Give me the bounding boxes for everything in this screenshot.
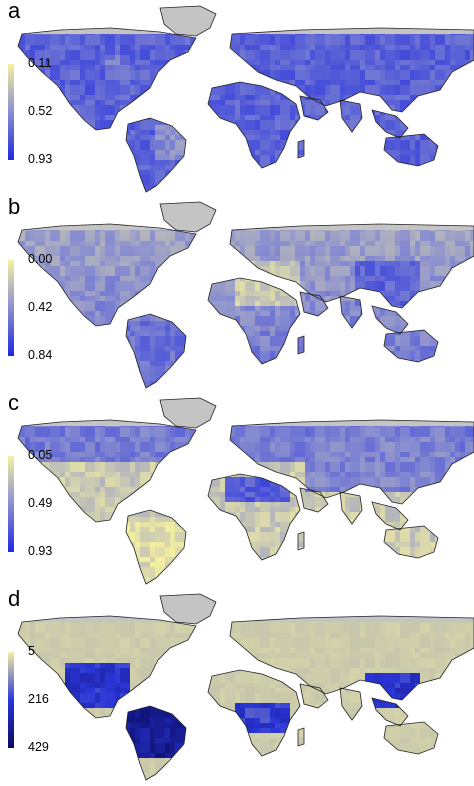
legend-tick-label: 0.00 bbox=[28, 252, 53, 266]
coastline-australia bbox=[383, 525, 439, 559]
world-map bbox=[17, 201, 474, 389]
coastline-australia bbox=[383, 133, 439, 167]
world-map bbox=[17, 397, 474, 585]
legend-tick-label: 0.05 bbox=[28, 448, 53, 462]
legend-tick-label: 0.42 bbox=[28, 300, 53, 314]
no-data-region bbox=[18, 28, 474, 34]
coastline-arabia bbox=[299, 487, 329, 513]
coastline-seAsia bbox=[371, 697, 409, 727]
coastline-southAmerica bbox=[125, 117, 187, 193]
map-panel-d: d 5 216 429 bbox=[0, 586, 474, 784]
coastline-india bbox=[339, 687, 363, 721]
coastline-india bbox=[339, 491, 363, 525]
coastline-madagascar bbox=[297, 727, 305, 747]
coastline-africa bbox=[207, 277, 301, 365]
panel-letter: d bbox=[8, 586, 21, 611]
legend-tick-label: 216 bbox=[28, 692, 49, 706]
color-legend: 5 216 429 bbox=[8, 644, 49, 754]
coastline-southAmerica bbox=[125, 509, 187, 585]
no-data-region bbox=[18, 224, 474, 230]
legend-tick-label: 0.93 bbox=[28, 152, 53, 166]
coastline-eurasia bbox=[229, 27, 474, 113]
coastline-northAmerica bbox=[17, 27, 197, 131]
legend-color-bar bbox=[8, 652, 14, 748]
coastline-eurasia bbox=[229, 419, 474, 505]
coastline-arabia bbox=[299, 95, 329, 121]
legend-color-bar bbox=[8, 456, 14, 552]
coastline-africa bbox=[207, 669, 301, 757]
coastline-arabia bbox=[299, 291, 329, 317]
world-map bbox=[17, 593, 474, 781]
color-legend: 0.00 0.42 0.84 bbox=[8, 252, 52, 362]
greenland-shape bbox=[159, 397, 217, 429]
legend-color-bar bbox=[8, 64, 14, 160]
no-data-region bbox=[18, 616, 474, 622]
greenland-shape bbox=[159, 201, 217, 233]
legend-tick-label: 0.11 bbox=[28, 56, 52, 70]
coastline-india bbox=[339, 295, 363, 329]
coastline-southAmerica bbox=[125, 705, 187, 781]
world-map bbox=[17, 5, 474, 193]
legend-tick-label: 429 bbox=[28, 740, 49, 754]
coastline-northAmerica bbox=[17, 419, 197, 523]
coastline-arabia bbox=[299, 683, 329, 709]
panel-letter: c bbox=[8, 390, 19, 415]
map-panel-b: b 0.00 0.42 0.84 bbox=[0, 194, 474, 392]
legend-color-bar bbox=[8, 260, 14, 356]
coastline-madagascar bbox=[297, 335, 305, 355]
coastline-southAmerica bbox=[125, 313, 187, 389]
coastline-seAsia bbox=[371, 109, 409, 139]
legend-tick-label: 5 bbox=[28, 644, 35, 658]
coastline-seAsia bbox=[371, 501, 409, 531]
coastline-australia bbox=[383, 329, 439, 363]
coastline-madagascar bbox=[297, 139, 305, 159]
coastline-seAsia bbox=[371, 305, 409, 335]
panel-letter: a bbox=[8, 0, 21, 23]
greenland-shape bbox=[159, 593, 217, 625]
coastline-africa bbox=[207, 81, 301, 169]
coastline-northAmerica bbox=[17, 615, 197, 719]
legend-tick-label: 0.93 bbox=[28, 544, 53, 558]
coastline-northAmerica bbox=[17, 223, 197, 327]
legend-tick-label: 0.84 bbox=[28, 348, 53, 362]
map-panel-c: c 0.05 0.49 0.93 bbox=[0, 390, 474, 588]
coastline-australia bbox=[383, 721, 439, 755]
panel-letter: b bbox=[8, 194, 21, 219]
coastline-africa bbox=[207, 473, 301, 561]
map-panel-a: a 0.11 0.52 0.93 bbox=[0, 0, 474, 196]
legend-tick-label: 0.49 bbox=[28, 496, 53, 510]
coastline-eurasia bbox=[229, 615, 474, 701]
color-legend: 0.11 0.52 0.93 bbox=[8, 56, 52, 166]
coastline-madagascar bbox=[297, 531, 305, 551]
greenland-shape bbox=[159, 5, 217, 37]
color-legend: 0.05 0.49 0.93 bbox=[8, 448, 52, 558]
legend-tick-label: 0.52 bbox=[28, 104, 53, 118]
coastline-india bbox=[339, 99, 363, 133]
no-data-region bbox=[18, 420, 474, 426]
coastline-eurasia bbox=[229, 223, 474, 309]
